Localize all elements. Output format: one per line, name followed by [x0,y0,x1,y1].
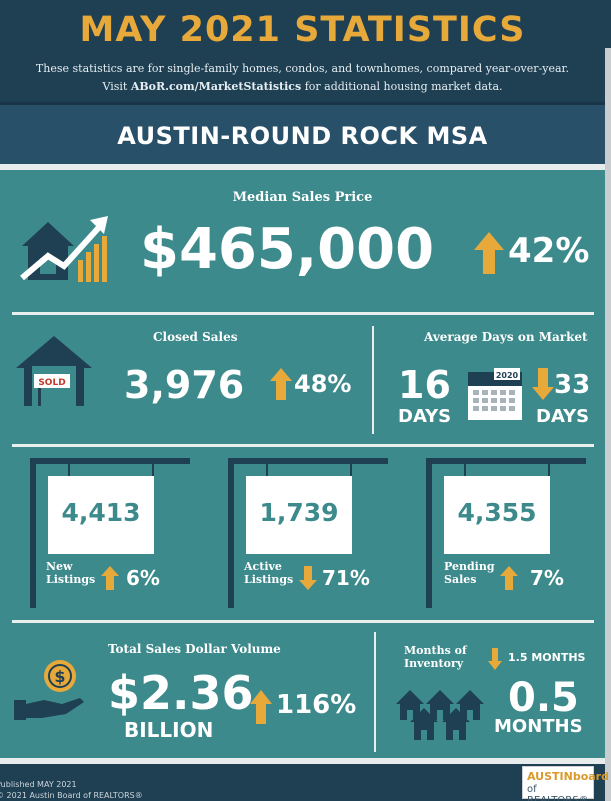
days-change-unit: DAYS [536,406,590,427]
new-listings-label-line2: Listings [46,573,96,586]
new-listings-label: New Listings [46,560,95,586]
subtitle-line-1: These statistics are for single-family h… [35,62,570,75]
new-listings-label-line1: New [46,560,73,573]
dollar-volume-up-arrow-icon [250,690,272,724]
subtitle-prefix: Visit [102,80,128,93]
subtitle-suffix: for additional housing market data. [304,80,503,93]
median-price-label: Median Sales Price [232,190,373,205]
days-on-market-unit: DAYS [398,406,452,427]
active-listings-label: Active Listings [244,560,293,586]
logo-line-1: AUSTINboard [527,770,609,783]
calendar-icon: 2020 [468,368,522,420]
new-listings-value: 4,413 [61,498,141,527]
dollar-volume-change: 116% [276,690,357,720]
sold-sign-text: SOLD [38,378,65,388]
houses-icon [396,690,484,740]
dollar-volume-label: Total Sales Dollar Volume [108,642,281,656]
active-listings-value: 1,739 [259,498,339,527]
house-growth-chart-icon [20,216,108,282]
pending-sales-up-arrow-icon [500,566,518,590]
inventory-value: 0.5 [508,675,579,721]
active-listings-down-arrow-icon [299,566,317,590]
active-listings-change: 71% [322,566,370,590]
pending-sales-label-line2: Sales [444,573,477,586]
inventory-label-line1: Months of [404,644,467,657]
pending-sales-value: 4,355 [457,498,537,527]
pending-sales-sign: 4,355 [444,476,550,554]
inventory-change: 1.5 MONTHS [508,651,586,664]
days-on-market-label: Average Days on Market [424,330,588,344]
header: MAY 2021 STATISTICS These statistics are… [0,0,605,102]
inventory-label: Months of Inventory [404,644,467,670]
divider-1 [12,312,594,315]
footer: Published MAY 2021 © 2021 Austin Board o… [0,764,609,801]
new-listings-signpost-icon [30,458,190,608]
closed-sales-label: Closed Sales [153,330,238,344]
logo-line-2: of REALTORS® [527,784,589,801]
published-date: Published MAY 2021 [0,780,77,789]
active-listings-sign: 1,739 [246,476,352,554]
median-price-value: $465,000 [140,217,435,282]
pending-sales-change: 7% [530,566,564,590]
coin-symbol: $ [54,667,65,686]
copyright: © 2021 Austin Board of REALTORS® [0,791,143,800]
inventory-label-line2: Inventory [404,657,464,670]
new-listings-change: 6% [126,566,160,590]
pending-sales-label: Pending Sales [444,560,495,586]
right-edge-bar [605,0,611,801]
calendar-year: 2020 [496,371,519,380]
days-change-value: 33 [554,370,591,400]
new-listings-up-arrow-icon [101,566,119,590]
closed-sales-value: 3,976 [124,363,245,407]
inventory-down-arrow-icon [488,648,502,670]
divider-v-2 [374,632,376,752]
median-price-up-arrow-icon [474,232,504,274]
inventory-unit: MONTHS [494,716,583,737]
pending-sales-label-line1: Pending [444,560,495,573]
divider-3 [12,620,594,623]
market-stats-link[interactable]: ABoR.com/MarketStatistics [130,80,302,93]
divider-v-1 [372,326,374,434]
page-title: MAY 2021 STATISTICS [79,10,526,50]
dollar-volume-value: $2.36 [108,666,254,720]
active-listings-label-line1: Active [244,560,282,573]
subtitle-line-2: Visit ABoR.com/MarketStatistics for addi… [0,80,605,93]
dollar-volume-unit: BILLION [124,718,214,742]
hand-coin-icon: $ [14,660,84,720]
stats-panel: Median Sales Price $465,000 42% Closed S… [0,164,605,764]
sold-house-icon: SOLD [16,336,92,406]
abor-logo[interactable]: AUSTINboard of REALTORS® [522,766,609,801]
active-listings-label-line2: Listings [244,573,294,586]
median-price-change: 42% [508,231,590,271]
divider-2 [12,444,594,447]
region-band: AUSTIN-ROUND ROCK MSA [0,102,605,164]
region-title: AUSTIN-ROUND ROCK MSA [117,122,488,150]
closed-sales-change: 48% [294,370,352,398]
days-down-arrow-icon [532,368,554,400]
active-listings-signpost-icon [228,458,388,608]
pending-sales-signpost-icon [426,458,586,608]
new-listings-sign: 4,413 [48,476,154,554]
closed-sales-up-arrow-icon [270,368,292,400]
days-on-market-value: 16 [398,363,451,407]
